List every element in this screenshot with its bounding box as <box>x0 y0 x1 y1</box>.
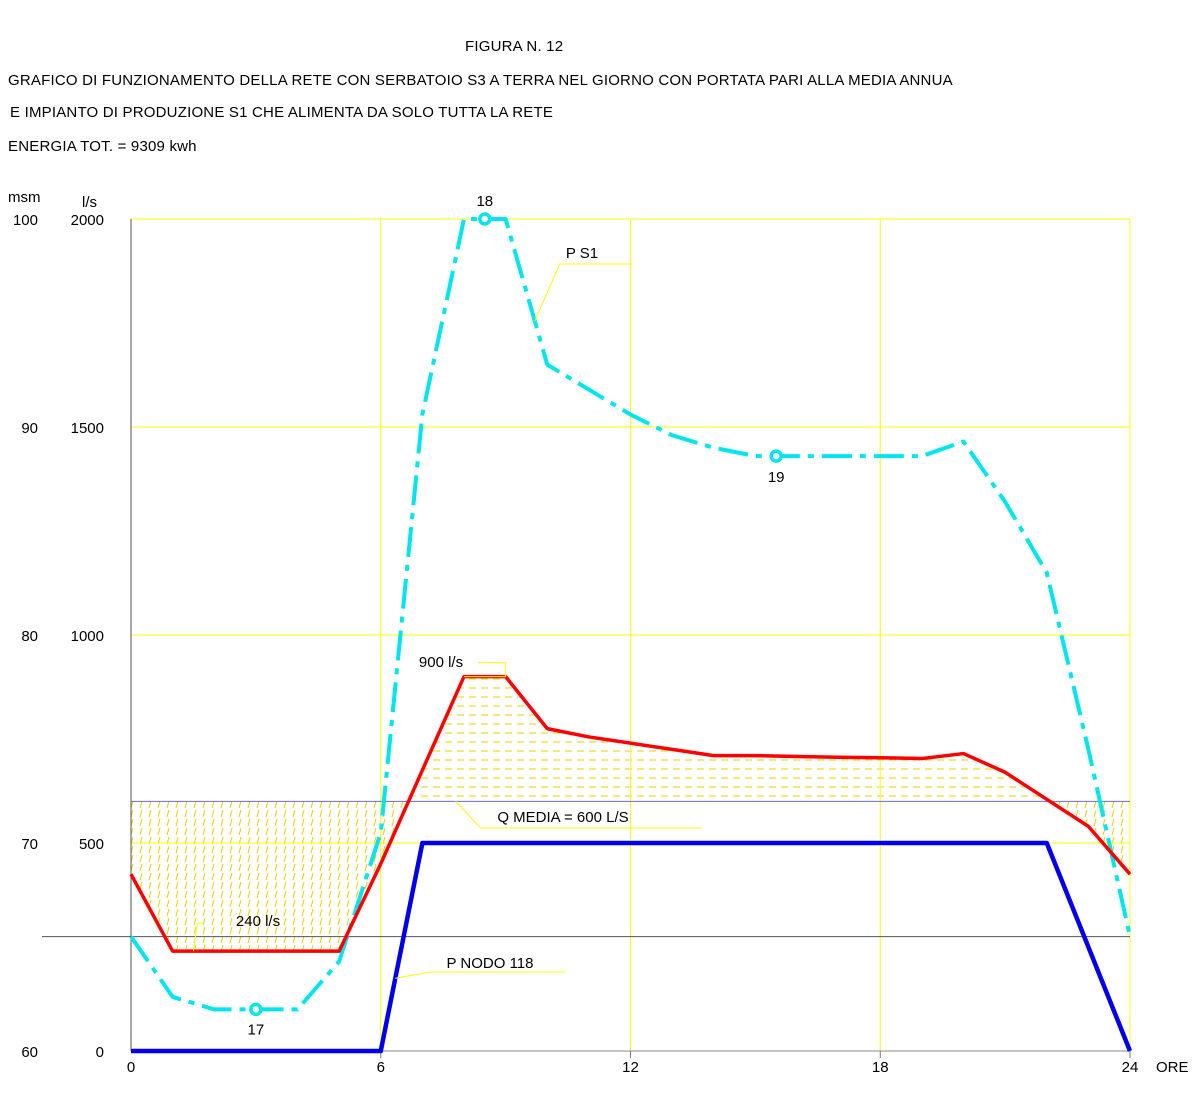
x-tick-label: 18 <box>872 1059 889 1076</box>
point-marker <box>769 449 783 463</box>
y-left-tick-label: 70 <box>21 836 38 853</box>
point-marker <box>478 212 492 226</box>
y-left-tick-label: 90 <box>21 420 38 437</box>
x-tick-label: 6 <box>377 1059 385 1076</box>
flow-max-label: 900 l/s <box>419 654 463 671</box>
hatch-deficit-area <box>1050 801 1130 875</box>
point-marker-label: 17 <box>248 1021 265 1038</box>
hatch-surplus-area <box>409 676 1049 802</box>
point-marker <box>249 1002 263 1017</box>
y-right-tick-label: 1000 <box>71 628 104 645</box>
flow-min-label: 240 l/s <box>236 913 280 930</box>
mean-leader <box>455 801 702 829</box>
x-tick-label: 0 <box>127 1059 135 1076</box>
y-left-unit-label: msm <box>8 189 41 206</box>
x-tick-label: 12 <box>622 1059 639 1076</box>
y-left-tick-label: 60 <box>21 1044 38 1061</box>
flow-line <box>129 674 1132 953</box>
chart-title-line-2: E IMPIANTO DI PRODUZIONE S1 CHE ALIMENTA… <box>10 104 554 121</box>
pnodo-line <box>131 840 1133 1054</box>
ps1-leader <box>534 263 632 322</box>
point-marker-label: 19 <box>768 469 785 486</box>
pnodo-label: P NODO 118 <box>447 955 534 972</box>
flow-min-leader <box>192 922 204 952</box>
figure-number: FIGURA N. 12 <box>465 38 564 55</box>
hatch-deficit-area <box>131 801 408 952</box>
series-lines <box>42 212 1133 1054</box>
y-left-tick-label: 80 <box>21 628 38 645</box>
pnodo-leader <box>395 971 565 979</box>
x-tick-label: 24 <box>1122 1059 1139 1076</box>
y-right-unit-label: l/s <box>82 194 97 211</box>
ps1-label: P S1 <box>566 245 598 262</box>
mean-line-label: Q MEDIA = 600 L/S <box>497 809 628 826</box>
energy-total: ENERGIA TOT. = 9309 kwh <box>8 138 197 155</box>
y-right-tick-label: 1500 <box>71 420 104 437</box>
y-right-tick-label: 2000 <box>71 212 104 229</box>
point-marker-label: 18 <box>476 193 493 210</box>
chart-title-line-1: GRAFICO DI FUNZIONAMENTO DELLA RETE CON … <box>8 72 953 89</box>
ps1-line <box>129 217 1132 1012</box>
y-left-tick-label: 100 <box>13 212 38 229</box>
y-right-tick-label: 0 <box>96 1044 104 1061</box>
hatch-areas <box>131 676 1130 952</box>
flow-max-leader <box>464 662 507 678</box>
y-right-tick-label: 500 <box>79 836 104 853</box>
x-axis-label: ORE <box>1156 1059 1189 1076</box>
